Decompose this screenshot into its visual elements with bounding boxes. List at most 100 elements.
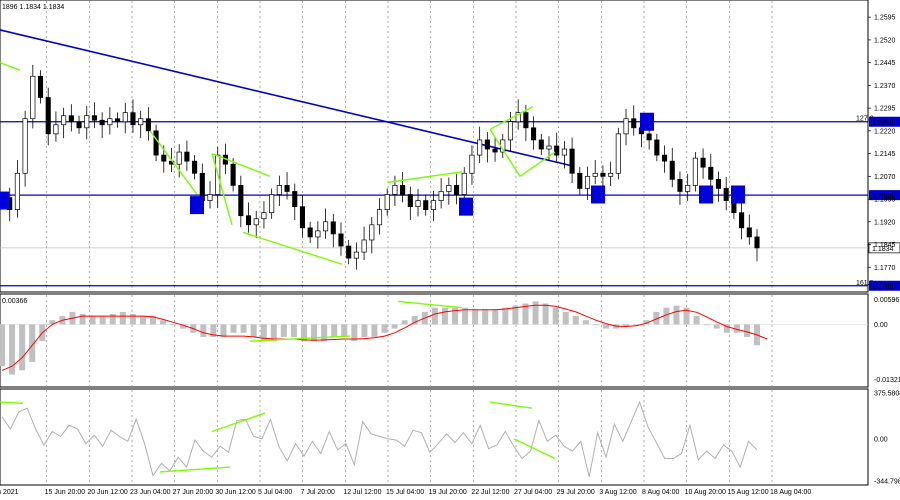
candle-body [161, 154, 167, 162]
macd-bar [270, 324, 277, 342]
macd-bar [109, 313, 116, 325]
cci-series [1, 400, 758, 478]
ohlc-readout: 1896 1.1834 1.1834 [2, 4, 64, 11]
macd-bar [653, 311, 660, 325]
macd-bar [401, 320, 408, 325]
current-price-box [868, 242, 900, 254]
macd-bar [582, 320, 589, 325]
macd-bar [321, 324, 328, 342]
candle-body [299, 206, 306, 229]
macd-bar [79, 313, 86, 325]
divergence-line [489, 128, 521, 177]
candle-body [469, 154, 475, 174]
macd-bar [482, 309, 489, 325]
candle-body [631, 118, 637, 129]
macd-bar [160, 320, 167, 325]
candle-body [400, 185, 406, 195]
candle-body [723, 188, 729, 201]
candle-body [592, 172, 598, 177]
x-tick-label: 27 Jul 04:00 [514, 489, 552, 496]
macd-bar [9, 324, 16, 375]
macd-bar [552, 307, 559, 325]
candle-body [662, 154, 668, 162]
divergence-annotations [0, 61, 556, 473]
x-tick-label: 20 Jun 12:00 [87, 489, 128, 496]
macd-bar [49, 320, 56, 325]
level-value-label: 1.1709 [872, 284, 894, 291]
candle-body [253, 218, 259, 226]
level-value-box [869, 190, 900, 201]
x-tick-label: 15 Jul 04:00 [386, 489, 424, 496]
candle-body [138, 118, 144, 126]
macd-bar [391, 324, 398, 329]
y-tick-label: 1.1770 [874, 265, 896, 272]
candle-body [276, 185, 282, 195]
macd-bar [341, 324, 348, 337]
candle-body [623, 118, 629, 135]
candle-body [438, 191, 444, 201]
x-tick-label: 7 Jul 20:00 [301, 489, 335, 496]
macd-bar [351, 324, 358, 342]
current-price-label: 1.1834 [872, 246, 894, 253]
macd-bar [139, 316, 146, 325]
candle-body [461, 172, 467, 195]
candle-body [184, 151, 190, 162]
macd-bar [230, 324, 237, 333]
candle-body [561, 148, 567, 156]
level-label: 161.8 [856, 280, 874, 287]
macd-bar [89, 316, 96, 325]
candle-body [369, 224, 375, 241]
candle-body [269, 194, 275, 214]
macd-divergence-line [249, 335, 351, 342]
macd-y-tick-label: 0.00 [874, 322, 888, 329]
cci-divergence-line [489, 401, 533, 409]
candle-body [484, 139, 490, 150]
y-tick-label: 1.1920 [874, 219, 896, 226]
divergence-line [0, 61, 21, 71]
candle-body [207, 194, 213, 201]
candle-body [515, 112, 521, 123]
macd-bar [462, 307, 469, 325]
signal-marker [459, 197, 473, 216]
candle-body [68, 115, 74, 123]
horizontal-levels: 127.21.2250 1.2008 161.81.1709 1.1834 [0, 116, 900, 291]
cci-y-tick-label: -344.798 [874, 479, 900, 486]
level-value-label: 1.2250 [872, 120, 894, 127]
divergence-line [387, 171, 463, 184]
candle-body [669, 160, 675, 180]
divergence-line [489, 105, 534, 130]
x-tick-label: 29 Jul 20:00 [557, 489, 595, 496]
candle-body [14, 172, 20, 211]
x-tick-label: 30 Jun 12:00 [215, 489, 256, 496]
x-tick-label: 10 Aug 20:00 [685, 489, 726, 496]
candle-body [230, 163, 236, 186]
macd-bar [170, 324, 177, 326]
candle-body [739, 212, 745, 229]
level-value-box [869, 280, 900, 291]
candle-body [746, 227, 752, 238]
macd-bar [592, 324, 599, 326]
y-tick-label: 1.2145 [874, 151, 896, 158]
y-tick-label: 1.2445 [874, 60, 896, 67]
candle-body [37, 75, 44, 98]
macd-bar [311, 324, 318, 342]
candle-body [176, 151, 182, 165]
macd-bar [723, 324, 730, 333]
macd-bar [713, 324, 720, 329]
candle-body [45, 97, 51, 135]
macd-bar [492, 309, 499, 325]
macd-bar [220, 324, 227, 337]
candle-body [376, 209, 383, 226]
macd-bar [522, 303, 529, 325]
y-tick-label: 1.2070 [874, 174, 896, 181]
y-tick-label: 1.1995 [874, 197, 896, 204]
price-panel [0, 0, 869, 293]
macd-signal-line [1, 304, 768, 371]
y-tick-label: 1.2595 [874, 15, 896, 22]
y-tick-label: 1.2295 [874, 106, 896, 113]
candle-body [99, 119, 105, 126]
candle-body [76, 121, 82, 129]
candle-body [153, 130, 159, 156]
x-tick-label: 15 Jun 20:00 [45, 489, 86, 496]
macd-bar [643, 320, 650, 325]
